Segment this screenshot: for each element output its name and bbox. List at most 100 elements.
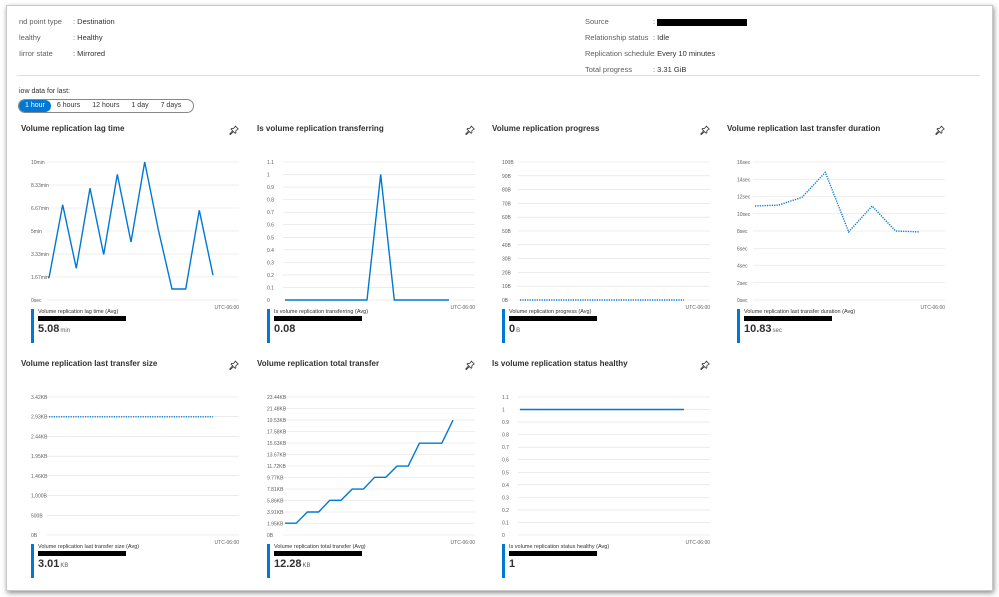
- y-tick-label: 500B: [31, 513, 43, 519]
- metric-legend[interactable]: Volume replication lag time (Avg) 5.08min: [31, 309, 188, 343]
- y-tick-label: 0.8: [267, 198, 274, 204]
- y-tick-label: 12sec: [737, 195, 751, 201]
- time-range-option-12-hours[interactable]: 12 hours: [92, 102, 120, 109]
- metric-legend[interactable]: Volume replication total transfer (Avg) 1…: [267, 544, 424, 578]
- timezone-label: UTC-06:00: [921, 305, 946, 311]
- redacted-resource: [274, 551, 362, 556]
- y-tick-label: 5min: [31, 229, 42, 235]
- properties-right: Source: Relationship status: Idle Replic…: [585, 14, 748, 78]
- legend-series-name: Volume replication last transfer size (A…: [38, 544, 140, 550]
- y-tick-label: 60B: [502, 215, 512, 221]
- metric-legend[interactable]: Is volume replication transferring (Avg)…: [267, 309, 424, 343]
- metric-tile[interactable]: Volume replication last transfer duratio…: [727, 124, 949, 346]
- y-tick-label: 0.1: [267, 285, 274, 291]
- metric-tile[interactable]: Volume replication last transfer size 3.4…: [21, 359, 243, 581]
- y-tick-label: 0.4: [267, 248, 274, 254]
- y-tick-label: 6sec: [737, 246, 748, 252]
- property-row: Iirror state: Mirrored: [19, 49, 106, 58]
- tile-title: Is volume replication transferring: [257, 124, 384, 133]
- y-tick-label: 11.72KB: [267, 464, 286, 470]
- y-tick-label: 0.5: [502, 470, 509, 476]
- y-tick-label: 0.4: [502, 483, 509, 489]
- timezone-label: UTC-06:00: [451, 305, 476, 311]
- property-row: lealthy: Healthy: [19, 33, 103, 42]
- y-tick-label: 0sec: [737, 298, 748, 304]
- series-line: [48, 161, 214, 290]
- metric-tile[interactable]: Is volume replication status healthy 1.1 1…: [492, 359, 714, 581]
- time-range-option-7-days[interactable]: 7 days: [160, 102, 182, 109]
- metric-tile[interactable]: Volume replication progress 100B 90B 80B 70B…: [492, 124, 714, 346]
- y-tick-label: 30B: [502, 257, 512, 263]
- metric-unit: min: [60, 328, 71, 334]
- y-tick-label: 13.67KB: [267, 453, 287, 459]
- property-row: Source:: [585, 14, 748, 30]
- redacted-source: [657, 18, 748, 26]
- y-tick-label: 0sec: [31, 298, 42, 304]
- y-tick-label: 1.1: [502, 395, 509, 401]
- metric-legend[interactable]: Volume replication last transfer size (A…: [31, 544, 188, 578]
- y-tick-label: 0B: [31, 533, 38, 539]
- y-tick-label: 1.95KB: [267, 522, 284, 528]
- property-row: Relationship status: Idle: [585, 33, 670, 42]
- tile-title: Volume replication last transfer size: [21, 359, 158, 368]
- property-value: Every 10 minutes: [657, 49, 716, 58]
- pin-icon[interactable]: [465, 360, 475, 370]
- y-tick-label: 21.48KB: [267, 407, 287, 413]
- y-tick-label: 1.95KB: [31, 454, 48, 460]
- y-tick-label: 1,000B: [31, 494, 48, 500]
- pin-icon[interactable]: [700, 125, 710, 135]
- y-tick-label: 0: [502, 533, 505, 539]
- pin-icon[interactable]: [935, 125, 945, 135]
- property-row: Total progress: 3.31 GiB: [585, 65, 687, 74]
- y-tick-label: 50B: [502, 229, 512, 235]
- y-tick-label: 4sec: [737, 264, 748, 270]
- metric-legend[interactable]: Volume replication progress (Avg) 0B: [502, 309, 659, 343]
- y-tick-label: 0.7: [267, 210, 274, 216]
- property-value: 3.31 GiB: [657, 65, 687, 74]
- metric-tile[interactable]: Volume replication lag time 10min 8.33min 6…: [21, 124, 243, 346]
- replication-metrics-panel: nd point type: Destination lealthy: Heal…: [6, 5, 993, 591]
- redacted-resource: [38, 551, 126, 556]
- pin-icon[interactable]: [229, 125, 239, 135]
- y-tick-label: 3.91KB: [267, 510, 284, 516]
- metric-legend[interactable]: Is volume replication status healthy (Av…: [502, 544, 659, 578]
- pin-icon[interactable]: [700, 360, 710, 370]
- y-tick-label: 23.44KB: [267, 395, 287, 401]
- y-tick-label: 0.6: [502, 458, 509, 464]
- timezone-label: UTC-06:00: [215, 305, 240, 311]
- metric-legend[interactable]: Volume replication last transfer duratio…: [737, 309, 894, 343]
- time-range-option-1-hour[interactable]: 1 hour: [19, 100, 51, 112]
- metric-value: 10.83sec: [744, 323, 782, 335]
- redacted-resource: [509, 551, 597, 556]
- y-tick-label: 10sec: [737, 212, 751, 218]
- time-range-label: iow data for last:: [19, 88, 70, 95]
- y-tick-label: 5.86KB: [267, 499, 284, 505]
- legend-series-name: Volume replication last transfer duratio…: [744, 309, 856, 315]
- metric-tile[interactable]: Volume replication total transfer 23.44KB…: [257, 359, 479, 581]
- metric-value: 3.01KB: [38, 558, 69, 570]
- metric-unit: sec: [772, 328, 782, 334]
- y-tick-label: 0.2: [267, 273, 274, 279]
- time-range-option-1-day[interactable]: 1 day: [131, 102, 149, 109]
- y-tick-label: 70B: [502, 201, 512, 207]
- pin-icon[interactable]: [229, 360, 239, 370]
- pin-icon[interactable]: [465, 125, 475, 135]
- y-tick-label: 0.7: [502, 445, 509, 451]
- metric-unit: B: [516, 328, 521, 334]
- y-tick-label: 3.42KB: [31, 395, 48, 401]
- y-tick-label: 0.8: [502, 433, 509, 439]
- timezone-label: UTC-06:00: [686, 540, 711, 546]
- y-tick-label: 0.2: [502, 508, 509, 514]
- legend-series-name: Is volume replication status healthy (Av…: [509, 544, 610, 550]
- time-range-selector[interactable]: 1 hour 6 hours 12 hours 1 day 7 days: [18, 99, 195, 113]
- legend-series-name: Is volume replication transferring (Avg): [274, 309, 369, 315]
- time-range-option-6-hours[interactable]: 6 hours: [56, 102, 81, 109]
- timezone-label: UTC-06:00: [686, 305, 711, 311]
- property-value: Idle: [657, 33, 670, 42]
- metric-tile[interactable]: Is volume replication transferring 1.1 1 0.…: [257, 124, 479, 346]
- y-tick-label: 80B: [502, 188, 512, 194]
- y-tick-label: 16sec: [737, 160, 751, 166]
- metric-value: 0.08: [274, 323, 296, 335]
- metric-value: 1: [509, 558, 516, 570]
- metric-unit: KB: [302, 563, 311, 569]
